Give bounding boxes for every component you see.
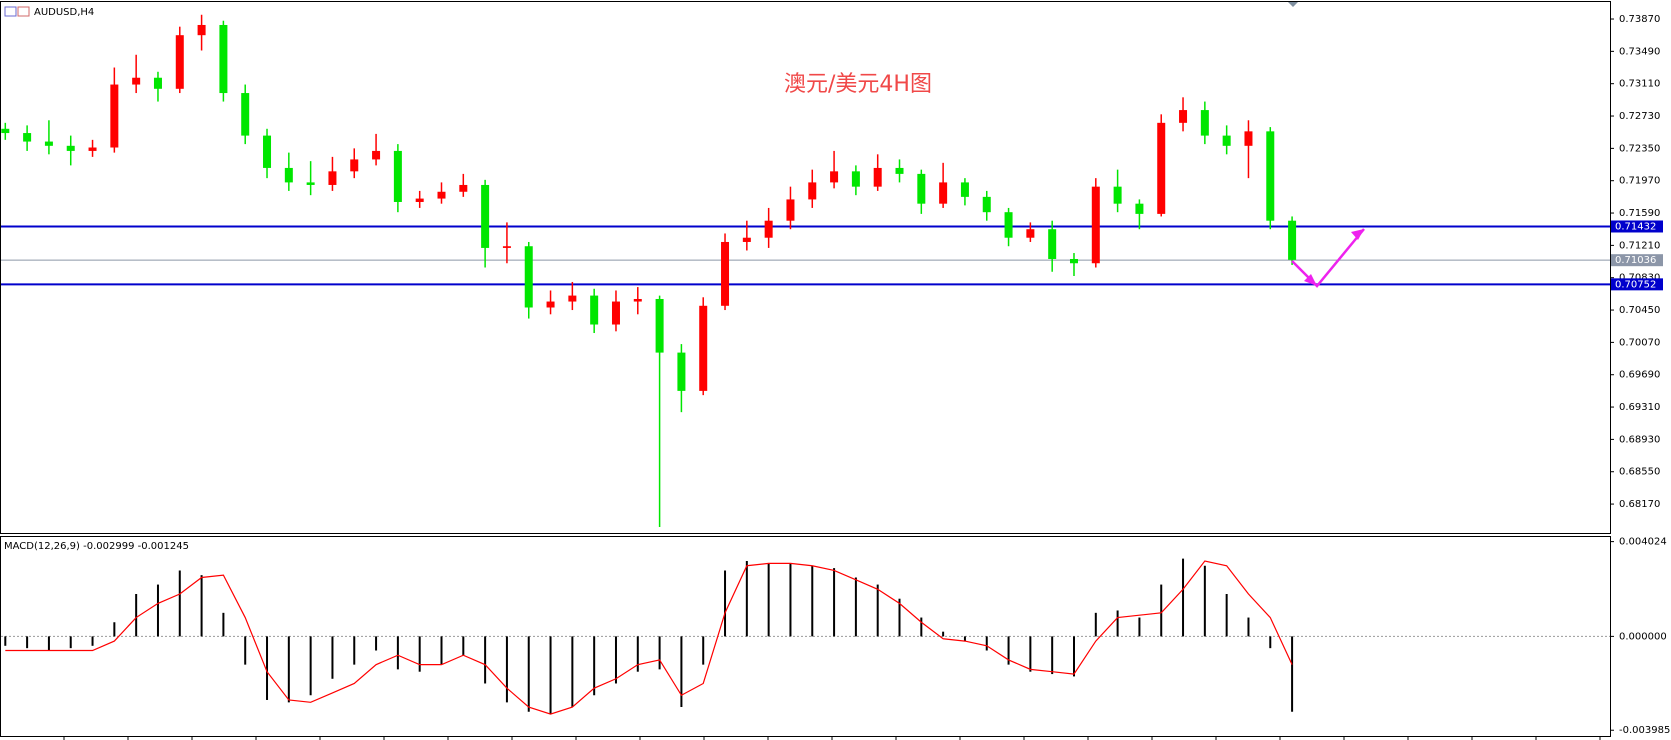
candle-body bbox=[1048, 229, 1057, 259]
candle-body bbox=[524, 246, 533, 308]
candle-body bbox=[1004, 212, 1013, 238]
candle-body bbox=[132, 77, 141, 85]
level-label: 0.70752 bbox=[1615, 279, 1656, 290]
candle-body bbox=[590, 295, 599, 325]
candle-body bbox=[1266, 131, 1275, 221]
candle-body bbox=[742, 237, 751, 242]
macd-title: MACD(12,26,9) -0.002999 -0.001245 bbox=[4, 541, 189, 552]
y-tick-label: 0.73110 bbox=[1619, 79, 1660, 90]
candle-body bbox=[66, 145, 75, 151]
y-tick-label: 0.70070 bbox=[1619, 337, 1660, 348]
candle-body bbox=[175, 35, 184, 89]
symbol-icon bbox=[17, 6, 30, 17]
candle-body bbox=[1222, 135, 1231, 146]
level-label-box bbox=[1611, 220, 1663, 233]
signal-line bbox=[5, 560, 1293, 715]
y-tick-label: 0.73490 bbox=[1619, 46, 1660, 57]
series-layer: 0.73870 0.73490 0.73110 0.72730 0.72350 0.719… bbox=[1, 14, 1670, 740]
candle-body bbox=[939, 182, 948, 204]
arrow-head bbox=[1304, 274, 1317, 286]
candle-body bbox=[328, 171, 337, 185]
candle-body bbox=[1113, 186, 1122, 204]
y-tick-label: 0.68550 bbox=[1619, 467, 1660, 478]
level-label: 0.71432 bbox=[1615, 221, 1656, 232]
candle-body bbox=[306, 182, 315, 185]
annotation: 澳元/美元4H图 bbox=[784, 72, 932, 97]
candle-body bbox=[153, 77, 162, 89]
candle-body bbox=[655, 298, 664, 353]
candle-body bbox=[873, 167, 882, 187]
main-pane bbox=[0, 1, 1611, 534]
candle-body bbox=[851, 171, 860, 187]
y-tick-label: 0.71970 bbox=[1619, 176, 1660, 187]
y-tick-label: 0.72730 bbox=[1619, 111, 1660, 122]
level-label-box bbox=[1611, 278, 1663, 291]
candle-body bbox=[1091, 186, 1100, 264]
arrow-head bbox=[1351, 229, 1364, 240]
candle-body bbox=[568, 295, 577, 302]
candle-body bbox=[263, 135, 272, 168]
candle-body bbox=[284, 167, 293, 183]
candle-body bbox=[393, 150, 402, 202]
candle-body bbox=[1026, 229, 1035, 238]
candle-body bbox=[830, 171, 839, 183]
candle-body bbox=[437, 191, 446, 199]
candle-body bbox=[44, 141, 53, 146]
candle-body bbox=[88, 147, 97, 151]
candle-body bbox=[459, 184, 468, 192]
candle-body bbox=[786, 199, 795, 221]
candle-body bbox=[633, 298, 642, 302]
candle-body bbox=[415, 198, 424, 202]
candle-body bbox=[481, 184, 490, 248]
candle-body bbox=[23, 133, 32, 142]
candle-body bbox=[1179, 110, 1188, 123]
candle-body bbox=[546, 301, 555, 308]
y-tick-label: 0.71590 bbox=[1619, 208, 1660, 219]
candle-body bbox=[699, 305, 708, 391]
candle-body bbox=[1244, 131, 1253, 146]
y-tick-label: 0.69690 bbox=[1619, 370, 1660, 381]
candle-body bbox=[1200, 110, 1209, 136]
y-tick-label: 0.004024 bbox=[1619, 537, 1667, 548]
candle-body bbox=[241, 93, 250, 136]
y-tick-label: 0.000000 bbox=[1619, 631, 1667, 642]
candle-body bbox=[917, 173, 926, 204]
candle-body bbox=[1288, 220, 1297, 260]
candle-body bbox=[960, 182, 969, 197]
candle-body bbox=[350, 159, 359, 172]
candle-body bbox=[110, 84, 119, 148]
y-tick-label: -0.003985 bbox=[1619, 725, 1670, 736]
y-tick-label: 0.68930 bbox=[1619, 434, 1660, 445]
level-label-box bbox=[1611, 254, 1663, 267]
y-tick-label: 0.70830 bbox=[1619, 273, 1660, 284]
shift-marker bbox=[1288, 2, 1298, 7]
candle-body bbox=[895, 167, 904, 174]
symbol-icon bbox=[4, 6, 17, 17]
candle-body bbox=[721, 241, 730, 306]
candle-body bbox=[1157, 122, 1166, 214]
y-tick-label: 0.73870 bbox=[1619, 14, 1660, 25]
candle-body bbox=[808, 182, 817, 200]
candle-body bbox=[219, 24, 228, 94]
y-tick-label: 0.69310 bbox=[1619, 402, 1660, 413]
candle-body bbox=[502, 246, 511, 248]
symbol-title: AUDUSD,H4 bbox=[34, 7, 94, 18]
candle-body bbox=[611, 301, 620, 325]
y-tick-label: 0.72350 bbox=[1619, 143, 1660, 154]
candle-body bbox=[372, 150, 381, 160]
y-tick-label: 0.70450 bbox=[1619, 305, 1660, 316]
candle-body bbox=[764, 220, 773, 238]
y-tick-label: 0.71210 bbox=[1619, 240, 1660, 251]
candle-body bbox=[982, 196, 991, 213]
candle-body bbox=[1, 128, 10, 134]
y-tick-label: 0.68170 bbox=[1619, 499, 1660, 510]
candle-body bbox=[677, 352, 686, 391]
candle-body bbox=[197, 24, 206, 36]
candle-body bbox=[1135, 203, 1144, 214]
level-label: 0.71036 bbox=[1615, 255, 1656, 266]
candle-body bbox=[1069, 258, 1078, 264]
